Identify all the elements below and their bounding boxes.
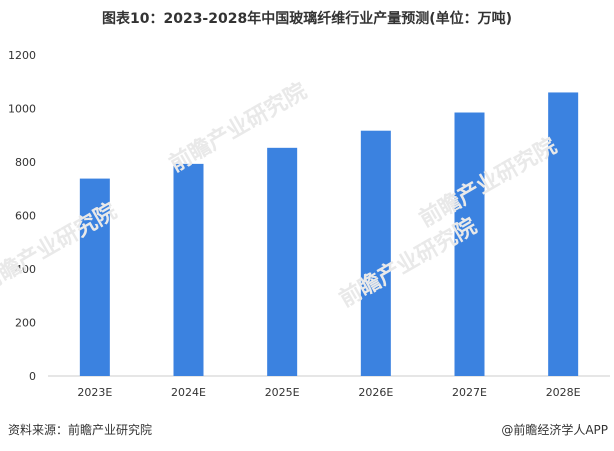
bar-2024E: [173, 163, 204, 376]
bar-2025E: [267, 147, 298, 376]
bar-2026E: [360, 130, 391, 376]
x-tick-label: 2023E: [77, 386, 112, 399]
y-tick-label: 400: [15, 263, 36, 276]
x-tick-label: 2028E: [546, 386, 581, 399]
y-tick-label: 200: [15, 317, 36, 330]
x-tick-label: 2025E: [265, 386, 300, 399]
y-tick-label: 1000: [8, 103, 36, 116]
y-tick-label: 0: [29, 370, 36, 383]
x-tick-label: 2026E: [358, 386, 393, 399]
y-tick-label: 800: [15, 156, 36, 169]
bars: [79, 92, 579, 376]
y-tick-label: 1200: [8, 49, 36, 62]
x-axis-ticks: 2023E 2024E 2025E 2026E 2027E 2028E: [77, 386, 580, 399]
chart-title: 图表10：2023-2028年中国玻璃纤维行业产量预测(单位：万吨): [101, 11, 513, 27]
bar-2028E: [548, 92, 579, 376]
x-tick-label: 2027E: [452, 386, 487, 399]
y-axis-ticks: 0 200 400 600 800 1000 1200: [8, 49, 36, 383]
bar-2027E: [454, 112, 485, 376]
bar-2023E: [79, 178, 110, 376]
credit-note: @前瞻经济学人APP: [501, 423, 608, 437]
y-tick-label: 600: [15, 210, 36, 223]
x-tick-label: 2024E: [171, 386, 206, 399]
source-note: 资料来源：前瞻产业研究院: [8, 423, 153, 437]
